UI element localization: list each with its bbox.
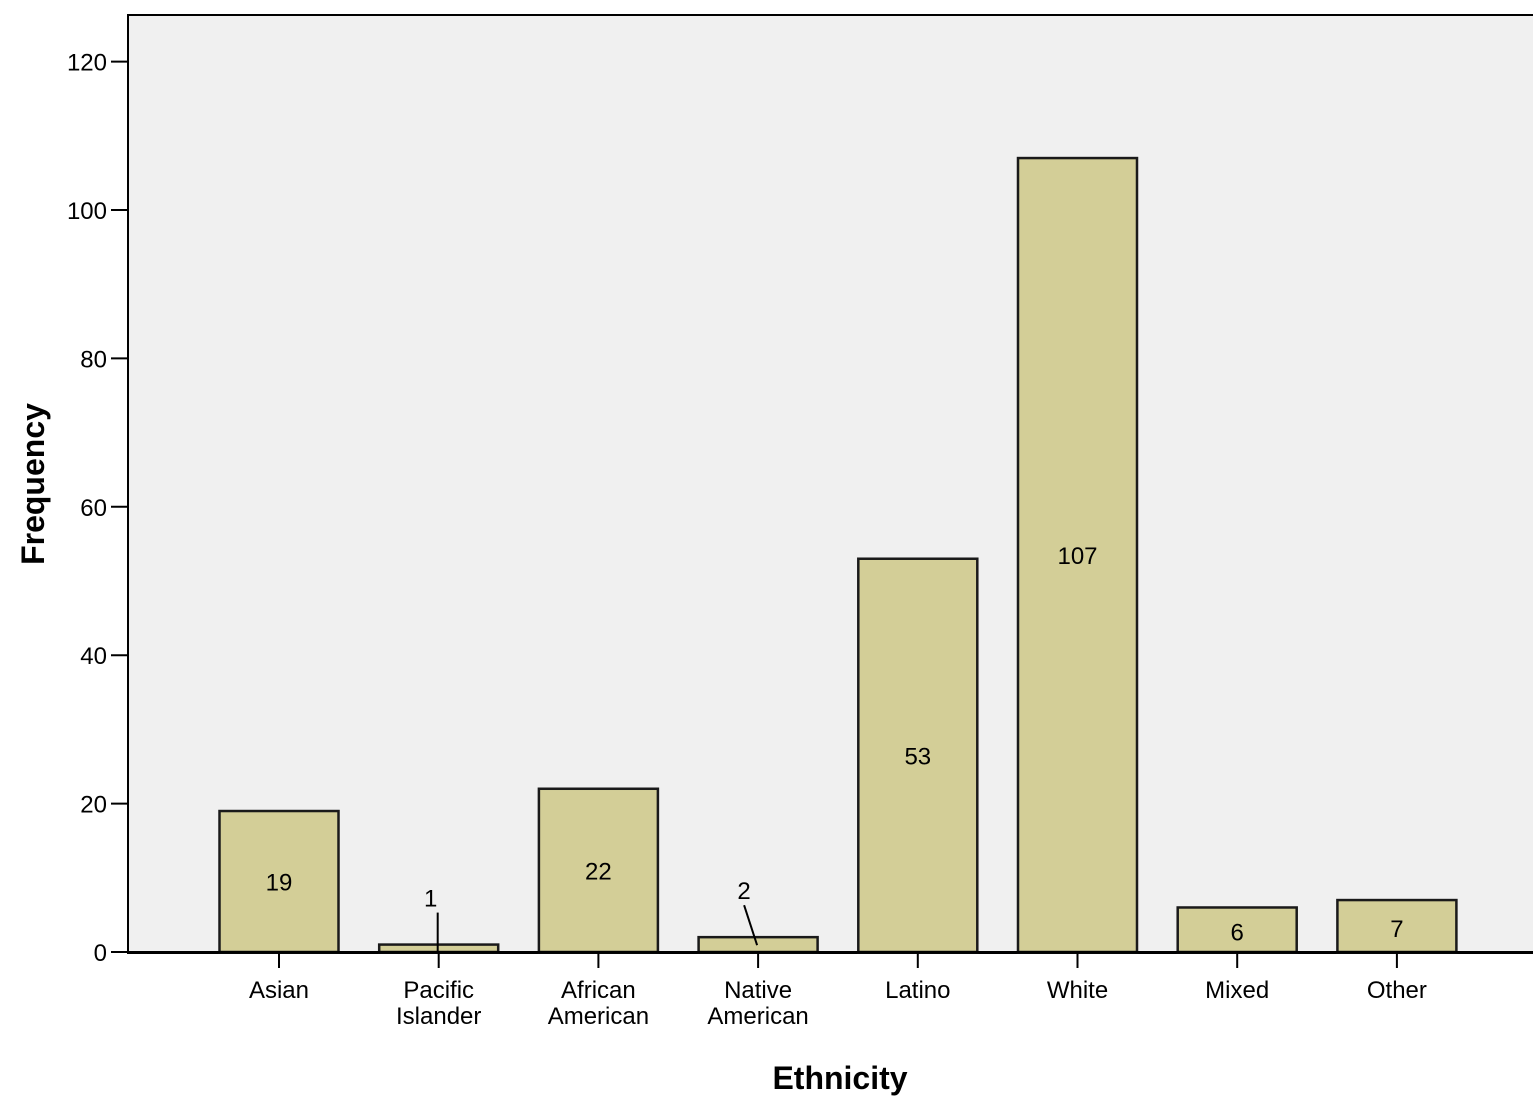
x-tick-label: Latino [885, 977, 950, 1004]
x-tick-label: African [561, 977, 636, 1004]
x-tick-label: Islander [396, 1003, 481, 1030]
x-axis: Asian PacificIslanderAfricanAmericanNativ… [111, 951, 1533, 1030]
y-tick-label: 100 [67, 198, 107, 225]
data-label-leader [743, 904, 759, 946]
data-label: 107 [1057, 543, 1097, 570]
y-tick-label: 40 [80, 643, 107, 670]
x-tick-label: American [707, 1003, 808, 1030]
data-label: 19 [266, 870, 293, 897]
y-tick-label: 20 [80, 792, 107, 819]
x-tick-label: Pacific [403, 977, 474, 1004]
data-label: 1 [424, 886, 437, 913]
x-axis-title: Ethnicity [772, 1060, 907, 1096]
y-tick-label: 0 [94, 940, 107, 967]
x-tick-label: Mixed [1205, 977, 1269, 1004]
x-tick-label: Native [724, 977, 792, 1004]
bar [1336, 898, 1458, 954]
bar [537, 787, 660, 954]
y-axis: 0 20 40 60 80 100 120 [67, 15, 129, 967]
x-tick-label: American [548, 1003, 649, 1030]
y-axis-title: Frequency [15, 403, 51, 565]
data-label: 7 [1390, 916, 1403, 943]
plot-area [127, 14, 1533, 954]
bar [1016, 156, 1139, 954]
data-label: 2 [737, 878, 750, 905]
data-label: 53 [904, 743, 931, 770]
data-label: 22 [585, 858, 612, 885]
data-label: 6 [1231, 920, 1244, 947]
x-tick-label: Other [1367, 977, 1427, 1004]
x-tick-label: Asian [249, 977, 309, 1004]
y-tick-label: 120 [67, 50, 107, 77]
bar [218, 809, 340, 954]
y-tick-label: 60 [80, 495, 107, 522]
x-tick-label: White [1047, 977, 1108, 1004]
bar [697, 935, 819, 954]
y-tick-label: 80 [80, 346, 107, 373]
